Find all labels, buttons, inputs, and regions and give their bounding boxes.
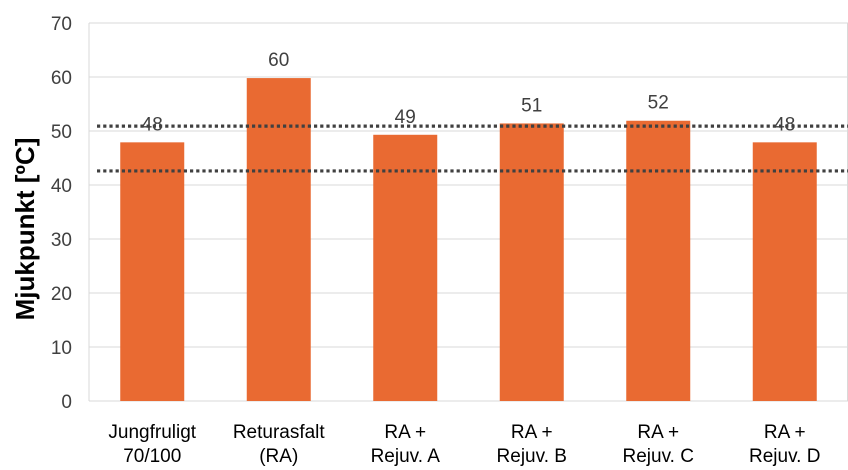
bar: [752, 142, 817, 401]
y-tick-label: 0: [61, 392, 72, 413]
x-category-label: RA + Rejuv. A: [371, 422, 441, 467]
bar: [499, 123, 564, 401]
bars: [120, 78, 817, 402]
x-category-label: Returasfalt (RA): [233, 422, 326, 467]
data-label: 48: [774, 114, 795, 135]
bar: [120, 142, 185, 401]
data-label: 52: [648, 93, 669, 114]
x-category-label: Jungfruligt 70/100: [108, 422, 196, 467]
reference-lines: [97, 124, 848, 173]
y-tick-labels: 0 10 20 30 40 50 60 70: [51, 14, 72, 413]
y-tick-label: 10: [51, 338, 72, 359]
x-category-labels: Jungfruligt 70/100 Returasfalt (RA) RA + Reju…: [108, 422, 820, 467]
y-tick-label: 20: [51, 284, 72, 305]
data-label: 48: [142, 114, 163, 135]
y-tick-label: 30: [51, 230, 72, 251]
y-tick-label: 50: [51, 122, 72, 143]
bar: [246, 78, 311, 401]
y-tick-label: 60: [51, 68, 72, 89]
x-category-label: RA + Rejuv. D: [749, 422, 820, 467]
gridlines: [88, 22, 848, 402]
x-category-label: RA + Rejuv. C: [623, 422, 694, 467]
y-tick-label: 40: [51, 176, 72, 197]
y-tick-label: 70: [51, 14, 72, 35]
bar: [373, 134, 438, 401]
data-label: 51: [521, 95, 542, 116]
data-label: 60: [268, 50, 289, 71]
x-category-label: RA + Rejuv. B: [497, 422, 567, 467]
data-label: 49: [395, 107, 416, 128]
y-axis-label: Mjukpunkt [ºC]: [10, 138, 40, 321]
data-labels: 48 60 49 51 52 48: [142, 50, 796, 135]
bar: [626, 120, 691, 402]
